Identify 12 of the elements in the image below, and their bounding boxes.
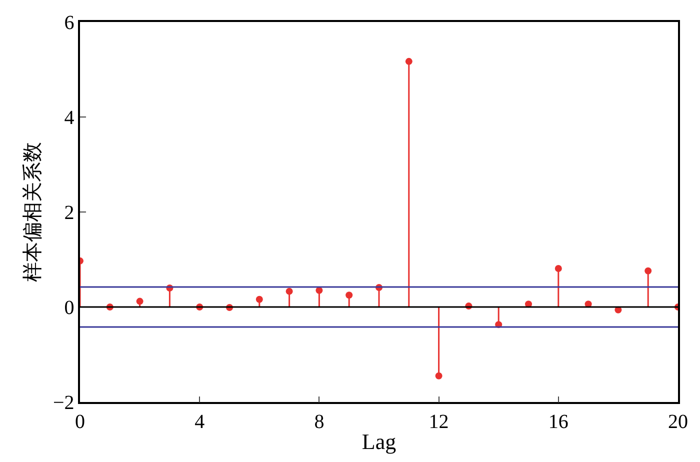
- y-tick-label: 2: [64, 202, 74, 224]
- x-tick-label: 4: [194, 410, 205, 433]
- y-axis-title: 样本偏相关系数: [20, 142, 44, 282]
- y-tick-label: 0: [64, 297, 74, 319]
- x-tick-label: 8: [314, 410, 324, 433]
- x-axis-title: Lag: [362, 429, 396, 454]
- x-tick-label: 20: [668, 410, 688, 433]
- y-tick-label: 6: [64, 12, 74, 34]
- x-tick-label: 16: [548, 410, 568, 433]
- x-tick-label: 12: [428, 410, 449, 433]
- y-tick-label: −2: [52, 392, 74, 414]
- y-tick-label: 4: [64, 107, 74, 129]
